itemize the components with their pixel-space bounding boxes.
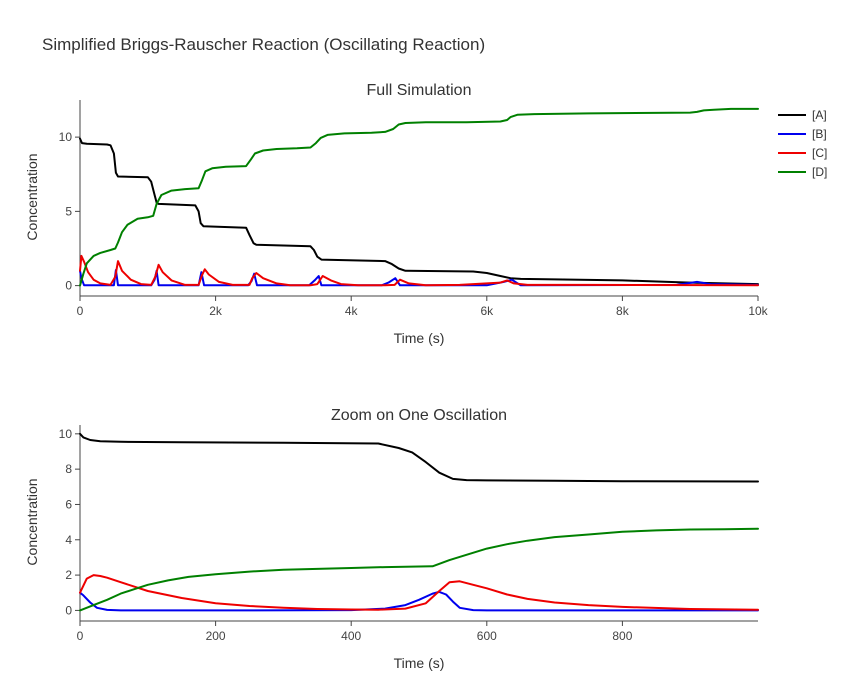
panel-title-zoom: Zoom on One Oscillation [331,407,507,424]
legend-label-a: [A] [812,108,827,122]
x-tick-label: 6k [480,304,494,318]
legend-label-c: [C] [812,146,827,160]
x-tick-label: 0 [77,629,84,643]
legend-item-d[interactable]: [D] [778,165,827,179]
y-tick-label: 10 [59,427,73,441]
x-tick-label: 800 [612,629,632,643]
legend-item-b[interactable]: [B] [778,127,827,141]
y-axis-ticks: 0 5 10 [59,130,80,293]
series-group [79,432,759,612]
series-line-c [79,574,759,611]
x-tick-label: 600 [477,629,497,643]
zoom-oscillation-panel: Zoom on One Oscillation 0 2 4 6 8 10 0 200 400 6… [24,407,759,671]
series-line-d [79,527,759,612]
y-tick-label: 2 [65,568,72,582]
y-tick-label: 5 [65,204,72,218]
x-tick-label: 4k [345,304,359,318]
y-tick-label: 6 [65,497,72,511]
x-axis-label: Time (s) [394,330,445,346]
panel-title-full-simulation: Full Simulation [367,82,472,99]
x-axis-label: Time (s) [394,655,445,671]
series-line-b [79,590,759,612]
x-tick-label: 400 [341,629,361,643]
x-axis-ticks: 0 2k 4k 6k 8k 10k [77,296,769,318]
y-axis-ticks: 0 2 4 6 8 10 [59,427,80,617]
y-tick-label: 0 [65,279,72,293]
series-line-c [79,254,759,287]
x-axis-ticks: 0 200 400 600 800 [77,621,633,643]
y-tick-label: 10 [59,130,73,144]
legend-label-d: [D] [812,165,827,179]
x-tick-label: 10k [748,304,768,318]
series-line-d [79,107,759,287]
legend-label-b: [B] [812,127,827,141]
y-axis-label: Concentration [24,478,40,565]
series-line-a [79,137,759,286]
x-tick-label: 2k [209,304,223,318]
y-tick-label: 4 [65,533,72,547]
figure-title: Simplified Briggs-Rauscher Reaction (Osc… [42,35,485,54]
y-tick-label: 8 [65,462,72,476]
y-axis-label: Concentration [24,153,40,240]
x-tick-label: 8k [616,304,630,318]
y-tick-label: 0 [65,603,72,617]
legend: [A] [B] [C] [D] [778,108,827,179]
full-simulation-panel: Full Simulation 0 5 10 0 2k 4k 6k 8k 10k Time (… [24,82,769,346]
legend-item-c[interactable]: [C] [778,146,827,160]
series-line-a [79,432,759,483]
series-group [79,107,759,287]
legend-item-a[interactable]: [A] [778,108,827,122]
x-tick-label: 200 [206,629,226,643]
x-tick-label: 0 [77,304,84,318]
